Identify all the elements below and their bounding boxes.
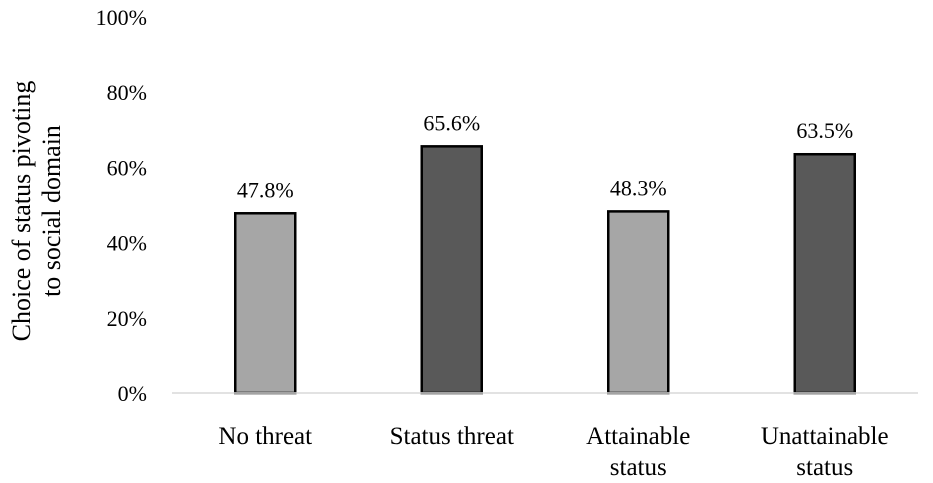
- category-label-line: status: [610, 454, 667, 481]
- category-label-line: status: [796, 454, 853, 481]
- y-axis-title: Choice of status pivotingto social domai…: [7, 81, 66, 342]
- data-label: 63.5%: [796, 118, 853, 143]
- y-axis-title-line: to social domain: [37, 125, 66, 297]
- data-label: 47.8%: [237, 177, 294, 202]
- data-label: 48.3%: [610, 175, 667, 200]
- bar: [234, 212, 297, 395]
- bar: [420, 145, 483, 395]
- category-label-line: Attainable: [586, 423, 690, 450]
- y-tick-label: 20%: [107, 306, 147, 331]
- y-tick-label: 100%: [96, 5, 147, 30]
- data-label: 65.6%: [423, 110, 480, 135]
- category-label: Unattainable status: [761, 423, 889, 481]
- y-axis-ticks: 0% 20% 40% 60% 80% 100%: [96, 5, 147, 406]
- category-labels: No threat Status threat Attainable statusUn…: [218, 423, 888, 481]
- category-label-line: Unattainable: [761, 423, 889, 450]
- category-label-line: No threat: [218, 423, 312, 450]
- bar: [793, 152, 856, 395]
- data-labels: 47.8% 65.6% 48.3% 63.5%: [237, 110, 853, 202]
- bar: [607, 210, 670, 395]
- category-label: Status threat: [390, 423, 514, 450]
- category-label: No threat: [218, 423, 312, 450]
- y-axis-title-text: Choice of status pivotingto social domai…: [7, 81, 66, 342]
- y-axis-title-line: Choice of status pivoting: [7, 81, 36, 342]
- y-tick-label: 40%: [107, 231, 147, 256]
- y-tick-label: 0%: [118, 381, 147, 406]
- y-tick-label: 60%: [107, 155, 147, 180]
- y-tick-label: 80%: [107, 80, 147, 105]
- bars: [234, 145, 856, 395]
- category-label: Attainable status: [586, 423, 690, 481]
- category-label-line: Status threat: [390, 423, 514, 450]
